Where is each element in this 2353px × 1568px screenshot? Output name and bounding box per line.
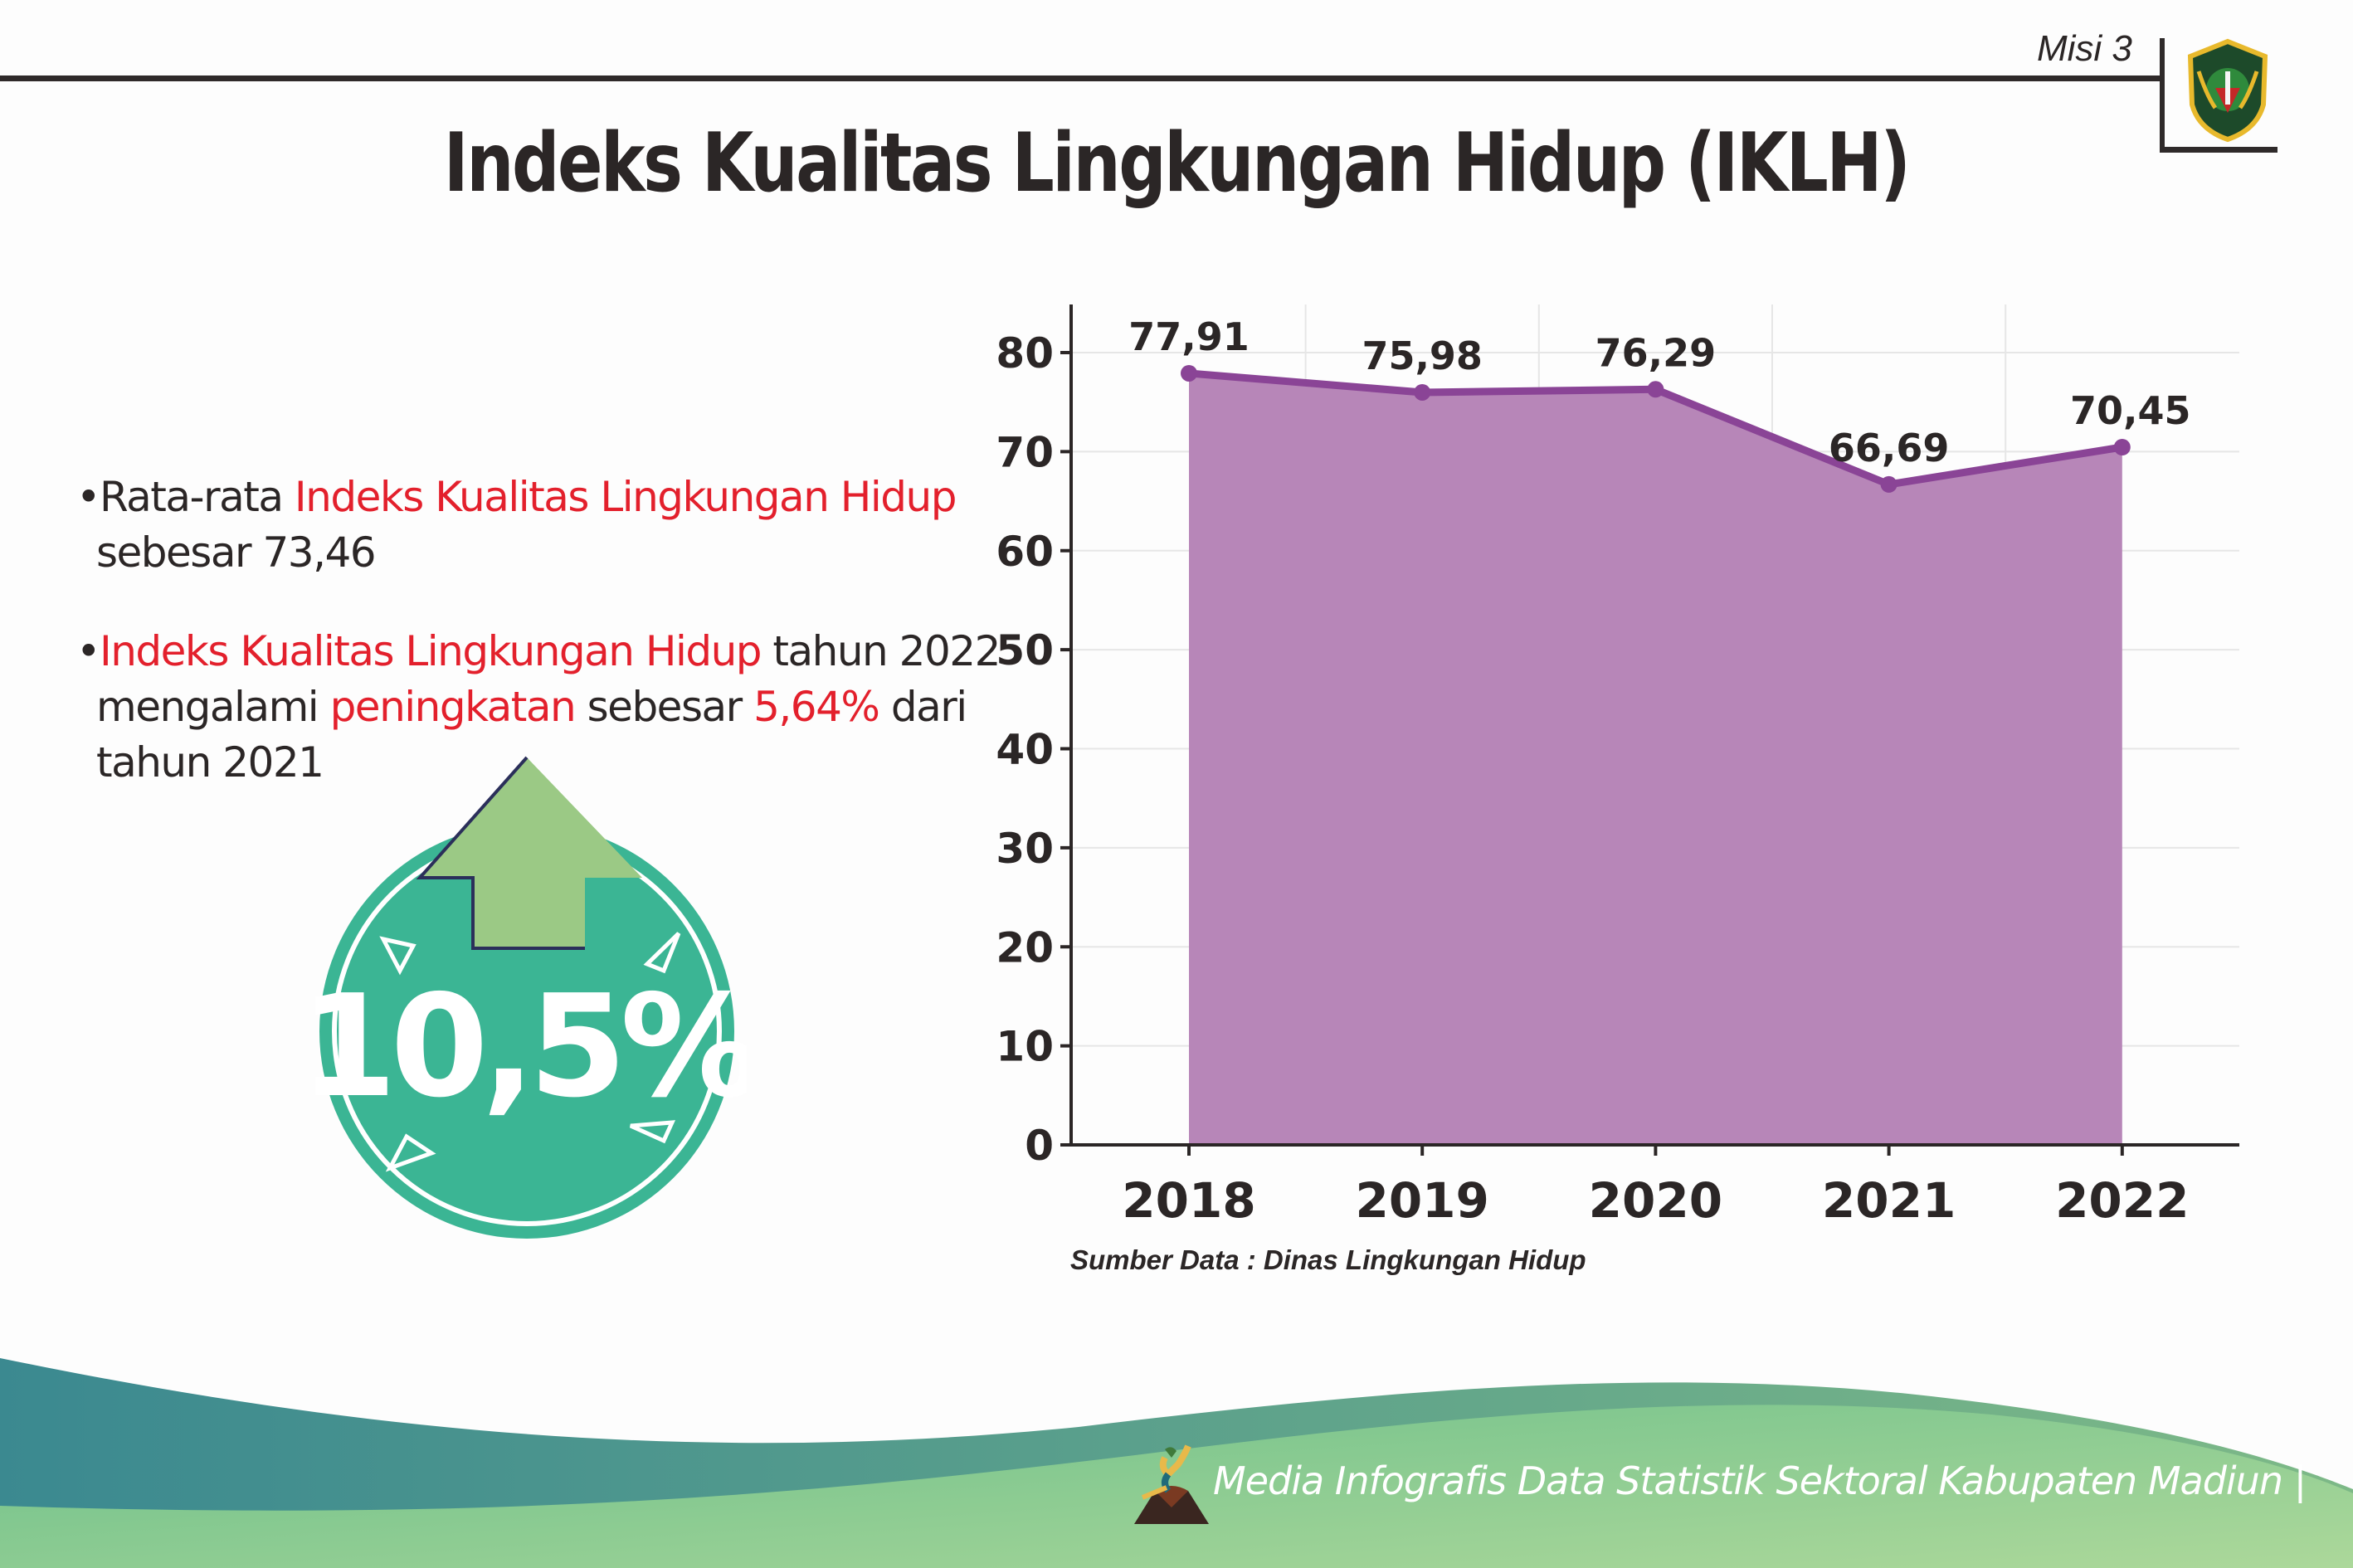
summary-bullet-average: •Rata-rata Indeks Kualitas Lingkungan Hi…: [76, 473, 957, 577]
y-tick-label: 30: [996, 825, 1054, 873]
area-fill: [1189, 373, 2122, 1146]
y-tick-label: 40: [996, 726, 1054, 774]
data-point-2021: [1880, 475, 1898, 493]
kabupaten-madiun-emblem-icon: [2187, 38, 2268, 143]
badge-circle: [319, 824, 734, 1239]
y-tick-label: 20: [996, 923, 1054, 971]
data-label-2022: 70,45: [2070, 388, 2191, 433]
x-tick-label: 2021: [1822, 1172, 1956, 1229]
data-point-2019: [1414, 383, 1431, 401]
footer-caption: Media Infografis Data Statistik Sektoral…: [1213, 1458, 2307, 1503]
header-bracket: [2160, 38, 2165, 152]
data-point-2018: [1181, 364, 1197, 382]
x-tick-label: 2022: [2055, 1172, 2189, 1229]
data-label-2019: 75,98: [1362, 334, 1483, 378]
growth-badge: 10,5%: [315, 756, 747, 1239]
data-point-2022: [2113, 439, 2131, 456]
y-tick-label: 70: [996, 428, 1054, 476]
up-arrow-icon: [420, 757, 642, 948]
page-title: Indeks Kualitas Lingkungan Hidup (IKLH): [444, 116, 1911, 211]
header-bracket-bottom: [2160, 147, 2277, 153]
x-tick-label: 2020: [1589, 1172, 1722, 1229]
mission-label: Misi 3: [2037, 28, 2132, 69]
y-tick-label: 60: [996, 528, 1054, 576]
summary-bullet-increase: •Indeks Kualitas Lingkungan Hidup tahun …: [76, 627, 1001, 786]
y-tick-label: 50: [996, 626, 1054, 674]
data-source: Sumber Data : Dinas Lingkungan Hidup: [1070, 1244, 1586, 1275]
data-label-2020: 76,29: [1595, 330, 1717, 375]
iklh-area-chart: 0 10 20 30 40 50 60 70 80 2018 2019 2020 2021 2022 7…: [996, 304, 2239, 1229]
data-label-2018: 77,91: [1128, 314, 1250, 359]
sparkle-triangles-icon: [379, 932, 681, 1172]
data-label-2021: 66,69: [1829, 426, 1950, 470]
y-tick-label: 0: [1025, 1122, 1054, 1170]
x-tick-label: 2018: [1122, 1172, 1255, 1229]
x-tick-label: 2019: [1355, 1172, 1488, 1229]
y-tick-label: 10: [996, 1023, 1054, 1071]
y-tick-label: 80: [996, 329, 1054, 377]
statistik-figure-logo-icon: [1134, 1444, 1209, 1524]
header-rule: [0, 75, 2161, 81]
data-point-2020: [1647, 381, 1664, 398]
badge-value: 10,5%: [315, 965, 747, 1129]
